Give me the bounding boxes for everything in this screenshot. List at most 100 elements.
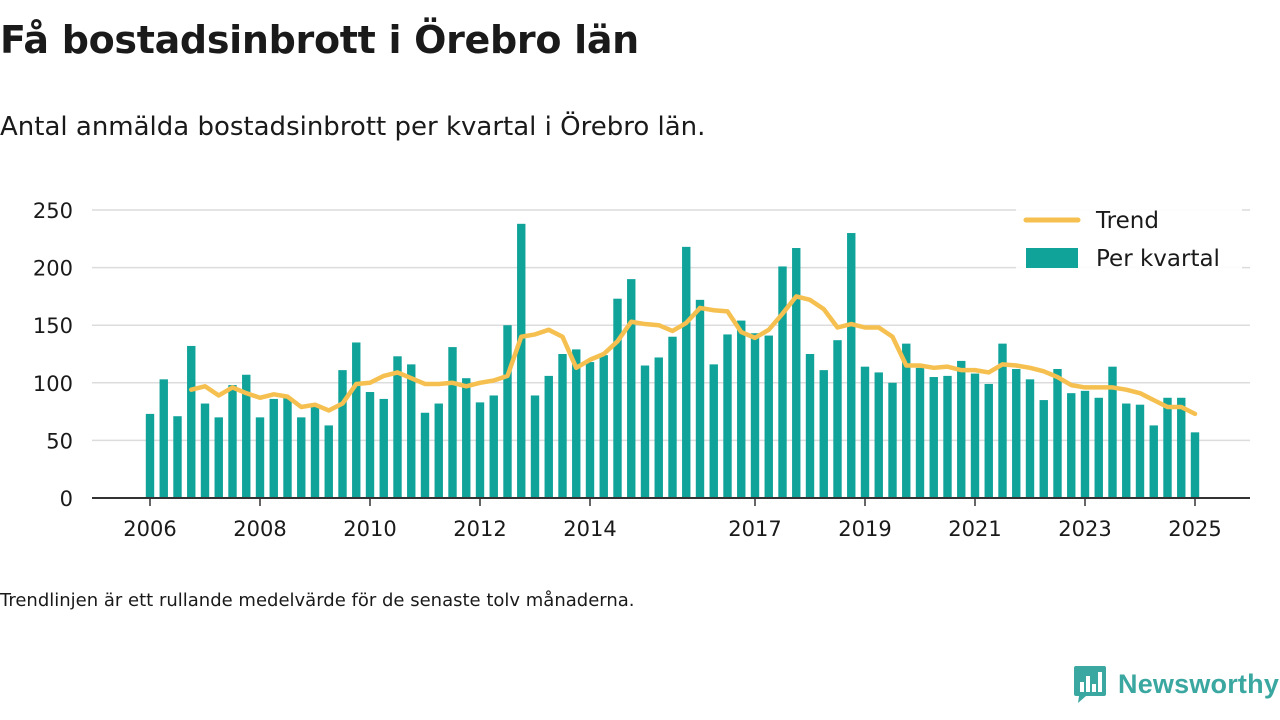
bar bbox=[462, 378, 471, 498]
bar bbox=[778, 266, 787, 498]
bar bbox=[957, 360, 966, 498]
bar bbox=[888, 382, 897, 498]
x-tick-label: 2014 bbox=[563, 517, 616, 541]
bar bbox=[407, 364, 416, 498]
y-tick-label: 200 bbox=[33, 257, 73, 281]
bar bbox=[1149, 425, 1158, 498]
bar bbox=[668, 336, 677, 498]
bar bbox=[737, 320, 746, 498]
y-tick-label: 100 bbox=[33, 372, 73, 396]
y-tick-label: 0 bbox=[60, 487, 73, 511]
bar-series bbox=[145, 223, 1200, 498]
bar bbox=[984, 383, 993, 498]
bar bbox=[613, 298, 622, 498]
bar bbox=[200, 403, 210, 498]
bar bbox=[379, 398, 388, 498]
bar bbox=[572, 349, 581, 498]
bar bbox=[970, 373, 980, 498]
bar bbox=[1080, 390, 1090, 498]
chart-subtitle: Antal anmälda bostadsinbrott per kvartal… bbox=[0, 112, 706, 142]
brand-logo: Newsworthy bbox=[1072, 664, 1279, 704]
bar bbox=[255, 417, 265, 498]
bar bbox=[434, 403, 443, 498]
x-tick-label: 2008 bbox=[233, 517, 286, 541]
bar bbox=[640, 365, 650, 498]
bar bbox=[1190, 432, 1200, 498]
bar-chart: 0 50 100 150 200 250 2006 2008 2010 2012 2014 2017 2… bbox=[33, 199, 1250, 541]
bar bbox=[847, 233, 856, 498]
legend-label: Trend bbox=[1095, 208, 1159, 234]
bar bbox=[723, 334, 732, 498]
bar bbox=[1108, 366, 1117, 498]
x-tick-label: 2021 bbox=[948, 517, 1001, 541]
bar bbox=[943, 375, 952, 498]
bar bbox=[833, 340, 842, 498]
bar bbox=[874, 372, 883, 498]
bar bbox=[1025, 379, 1035, 498]
bar bbox=[228, 385, 237, 498]
bar bbox=[1012, 368, 1021, 498]
bar bbox=[448, 347, 457, 498]
bar bbox=[393, 356, 402, 498]
x-tick-label: 2012 bbox=[453, 517, 506, 541]
legend: Trend Per kvartal bbox=[1016, 202, 1242, 274]
brand-name: Newsworthy bbox=[1118, 668, 1280, 699]
bar bbox=[585, 362, 595, 498]
bar bbox=[1053, 368, 1062, 498]
bar bbox=[145, 413, 155, 498]
x-tick-label: 2019 bbox=[838, 517, 891, 541]
bar bbox=[682, 246, 691, 498]
axes: 0 50 100 150 200 250 2006 2008 2010 2012 2014 2017 2… bbox=[33, 199, 1250, 541]
bar bbox=[283, 397, 292, 498]
bar bbox=[173, 416, 182, 498]
bar bbox=[297, 417, 306, 498]
bar bbox=[1039, 400, 1048, 498]
bar bbox=[1122, 403, 1131, 498]
bar bbox=[764, 335, 773, 498]
newsworthy-logo-icon bbox=[1074, 666, 1106, 703]
bar bbox=[819, 370, 828, 498]
bar bbox=[860, 366, 870, 498]
bar bbox=[1135, 404, 1145, 498]
bar bbox=[269, 398, 278, 498]
bar bbox=[503, 325, 512, 498]
bar bbox=[654, 357, 663, 498]
bar bbox=[1067, 393, 1076, 498]
chart-title: Få bostadsinbrott i Örebro län bbox=[0, 18, 639, 62]
bar bbox=[517, 223, 526, 498]
x-tick-label: 2006 bbox=[123, 517, 176, 541]
bar bbox=[352, 342, 361, 498]
bar bbox=[365, 392, 375, 498]
bar bbox=[805, 354, 815, 498]
bar bbox=[998, 343, 1007, 498]
bar bbox=[1094, 397, 1103, 498]
bar bbox=[1163, 397, 1172, 498]
bar bbox=[627, 279, 636, 498]
bar bbox=[792, 248, 801, 498]
bar bbox=[695, 299, 705, 498]
x-tick-label: 2010 bbox=[343, 517, 396, 541]
legend-swatch-bars bbox=[1026, 248, 1078, 268]
bar bbox=[750, 333, 760, 498]
bar bbox=[599, 355, 608, 498]
y-tick-label: 50 bbox=[46, 429, 73, 453]
bar bbox=[544, 375, 553, 498]
bar bbox=[489, 395, 498, 498]
x-tick-label: 2017 bbox=[728, 517, 781, 541]
bar bbox=[929, 377, 938, 498]
bar bbox=[187, 345, 196, 498]
bar bbox=[475, 402, 485, 498]
bar bbox=[558, 354, 567, 498]
bar bbox=[530, 395, 540, 498]
x-tick-label: 2023 bbox=[1058, 517, 1111, 541]
bar bbox=[310, 406, 320, 498]
legend-label: Per kvartal bbox=[1096, 246, 1220, 272]
x-tick-label: 2025 bbox=[1168, 517, 1221, 541]
trend-series bbox=[189, 294, 1198, 417]
bar bbox=[324, 425, 333, 498]
bar bbox=[420, 412, 430, 498]
bar bbox=[709, 364, 718, 498]
bar bbox=[1177, 397, 1186, 498]
bar bbox=[902, 343, 911, 498]
y-tick-label: 150 bbox=[33, 314, 73, 338]
